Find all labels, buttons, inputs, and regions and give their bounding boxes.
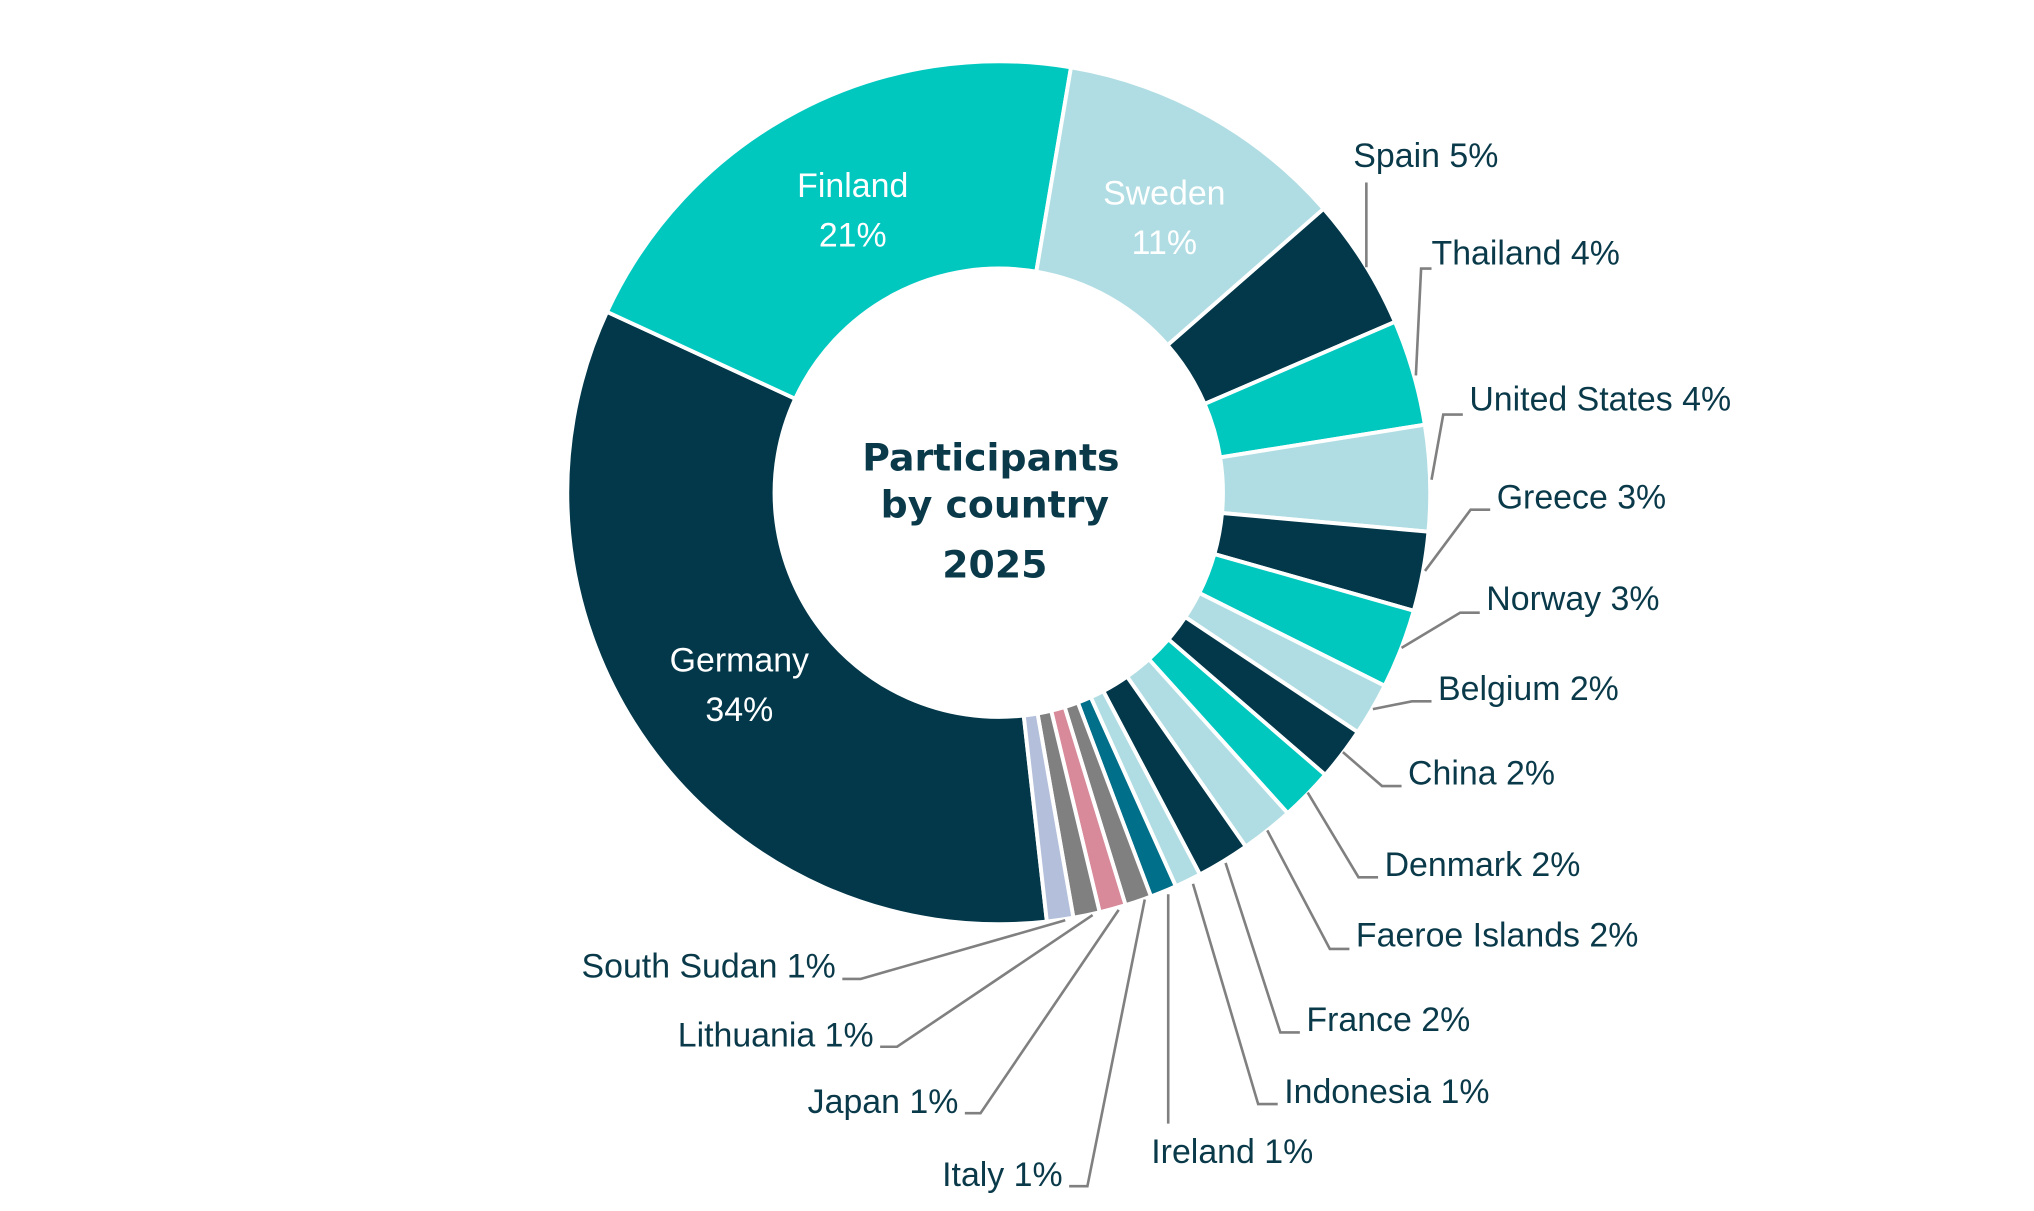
- label-indonesia: Indonesia 1%: [1284, 1073, 1489, 1111]
- label-italy: Italy 1%: [942, 1156, 1063, 1194]
- finland-name-label: Finland: [797, 167, 908, 205]
- sweden-value-label: 11%: [1132, 224, 1197, 262]
- center-title-line2: by country: [881, 483, 1109, 527]
- leader-line-south-sudan: [842, 919, 1066, 981]
- finland-value-label: 21%: [819, 216, 887, 254]
- label-ireland: Ireland 1%: [1151, 1133, 1313, 1171]
- leader-line-united-states: [1430, 413, 1463, 480]
- label-thailand: Thailand 4%: [1432, 235, 1620, 273]
- label-united-states: United States 4%: [1469, 381, 1731, 419]
- slice-labels: Germany 34% Finland 21% Sweden 11% Spain 5% Tha…: [582, 137, 1732, 1194]
- leader-line-china: [1342, 751, 1402, 788]
- germany-name-label: Germany: [670, 641, 809, 679]
- leader-line-norway: [1400, 611, 1480, 649]
- label-lithuania: Lithuania 1%: [678, 1017, 874, 1055]
- leader-line-france: [1224, 862, 1300, 1034]
- leader-line-denmark: [1306, 791, 1379, 879]
- leader-line-lithuania: [880, 914, 1094, 1049]
- leader-lines: [842, 182, 1491, 1188]
- label-norway: Norway 3%: [1486, 580, 1659, 618]
- label-belgium: Belgium 2%: [1438, 670, 1619, 708]
- label-greece: Greece 3%: [1497, 478, 1666, 516]
- label-japan: Japan 1%: [808, 1083, 959, 1121]
- leader-line-italy: [1069, 899, 1147, 1188]
- label-china: China 2%: [1408, 755, 1555, 793]
- label-south-sudan: South Sudan 1%: [582, 948, 836, 986]
- leader-line-greece: [1423, 508, 1491, 572]
- germany-value-label: 34%: [705, 691, 773, 729]
- slice-germany: [565, 309, 1050, 927]
- center-title-line3: 2025: [942, 542, 1047, 586]
- slice-sweden: [1034, 65, 1327, 348]
- slices: [565, 59, 1433, 927]
- sweden-name-label: Sweden: [1103, 175, 1225, 213]
- leader-line-belgium: [1372, 700, 1432, 711]
- slice-finland: [604, 59, 1074, 402]
- leader-line-indonesia: [1191, 883, 1278, 1106]
- label-spain: Spain 5%: [1353, 137, 1498, 175]
- label-france: France 2%: [1306, 1001, 1470, 1039]
- leader-line-faeroe-islands: [1266, 829, 1350, 951]
- label-faeroe-islands: Faeroe Islands 2%: [1356, 916, 1638, 954]
- label-denmark: Denmark 2%: [1385, 846, 1581, 884]
- leader-line-thailand: [1414, 267, 1432, 376]
- leader-line-japan: [964, 909, 1120, 1115]
- center-title-line1: Participants: [862, 436, 1119, 480]
